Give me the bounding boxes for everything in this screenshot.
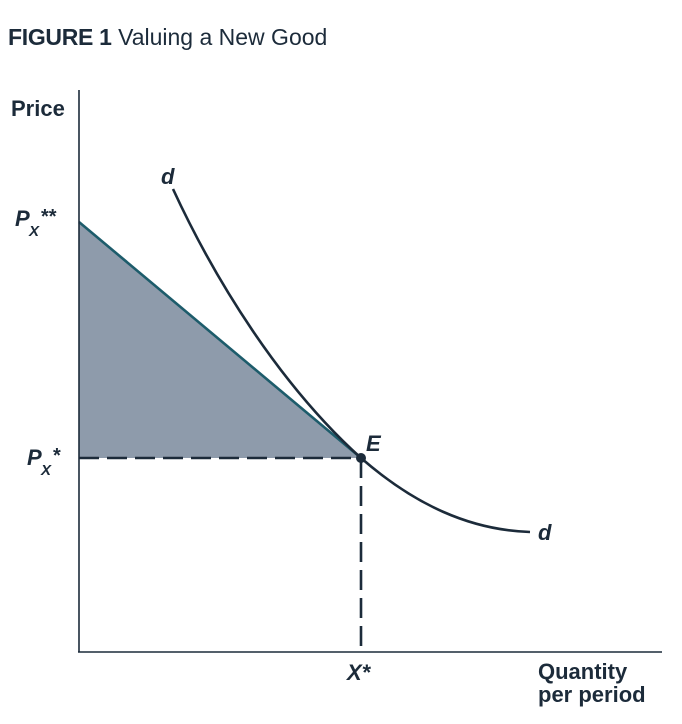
price-high-main: P xyxy=(15,206,30,231)
price-star-main: P xyxy=(27,445,42,470)
price-high-sup: ** xyxy=(41,206,57,228)
demand-curve-d xyxy=(171,188,531,534)
quantity-star-label: X* xyxy=(345,660,372,685)
figure-caption: Valuing a New Good xyxy=(118,24,328,50)
figure-title: FIGURE 1 Valuing a New Good xyxy=(8,24,327,51)
x-axis-label-line2: per period xyxy=(538,682,646,707)
curve-d-bottom-label: d xyxy=(538,520,552,545)
price-star-label: P X * xyxy=(27,445,61,479)
linear-demand-line xyxy=(78,221,362,459)
point-e-label: E xyxy=(366,431,382,456)
price-high-label: P X ** xyxy=(15,206,57,240)
price-high-sub: X xyxy=(28,223,40,240)
x-axis-label-line1: Quantity xyxy=(538,659,628,684)
equilibrium-point-e xyxy=(356,453,366,463)
price-star-sup: * xyxy=(53,445,61,467)
figure-number: FIGURE 1 xyxy=(8,24,112,50)
curve-d-top-label: d xyxy=(161,164,175,189)
y-axis-label: Price xyxy=(11,96,65,121)
price-star-sub: X xyxy=(40,462,52,479)
